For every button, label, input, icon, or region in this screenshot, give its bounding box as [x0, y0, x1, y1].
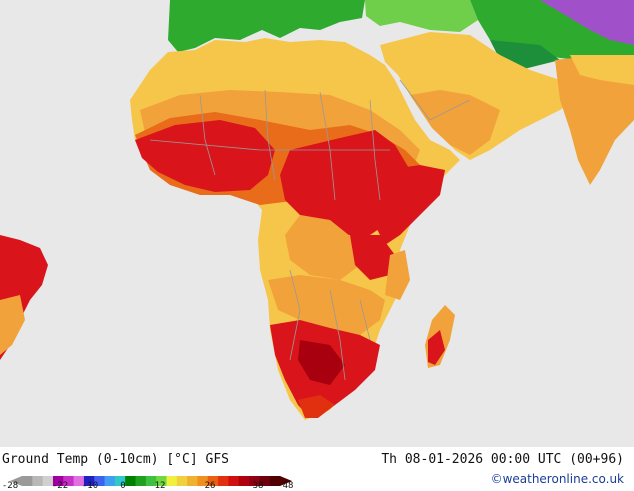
color-scale-bar [10, 476, 292, 486]
color-scale-tick: -28 [1, 481, 19, 491]
map-footer: Ground Temp (0-10cm) [°C] GFS Th 08-01-2… [0, 447, 634, 491]
color-scale-tick: 12 [154, 481, 166, 491]
forecast-datetime: Th 08-01-2026 00:00 UTC (00+96) [381, 452, 624, 467]
color-scale-swatch [197, 476, 209, 486]
color-scale-swatch [238, 476, 250, 486]
madagascar-hot [428, 330, 445, 365]
color-scale-swatch [63, 476, 75, 486]
color-scale-swatch [73, 476, 85, 486]
arabia-warm [410, 90, 500, 155]
color-scale-swatch [166, 476, 178, 486]
color-scale-swatch [259, 476, 271, 486]
color-scale-swatch [22, 476, 33, 486]
color-scale-left-arrow [10, 476, 22, 486]
color-scale-swatch [114, 476, 126, 486]
color-scale-swatch [125, 476, 137, 486]
southern-africa-orange [268, 275, 385, 335]
central-asia-cold [540, 0, 634, 45]
color-scale-tick: 38 [252, 481, 264, 491]
color-scale-swatch [218, 476, 229, 486]
color-scale-swatch [52, 476, 64, 486]
europe-land [168, 0, 365, 52]
color-scale-swatch [156, 476, 167, 486]
india-land [555, 55, 634, 185]
turkey-land [365, 0, 478, 32]
color-scale-swatch [104, 476, 116, 486]
color-scale-right-arrow [280, 476, 292, 486]
map-canvas [0, 0, 634, 420]
cape-red [298, 395, 335, 418]
arabia-land [380, 32, 580, 160]
color-scale-tick: -22 [51, 481, 69, 491]
color-scale-swatch [187, 476, 198, 486]
color-scale-swatch [249, 476, 260, 486]
weather-map [0, 0, 634, 447]
color-scale-swatch [207, 476, 219, 486]
color-scale-tick: 48 [282, 481, 294, 491]
color-scale-swatch [269, 476, 281, 486]
color-scale-swatch [135, 476, 147, 486]
color-scale-swatch [145, 476, 157, 486]
west-africa-red [135, 120, 275, 192]
color-scale-swatch [32, 476, 44, 486]
map-title: Ground Temp (0-10cm) [°C] GFS [2, 452, 229, 467]
east-coast-orange [385, 250, 410, 300]
credit-link[interactable]: ©weatheronline.co.uk [490, 472, 624, 486]
color-scale: -28 -22 -10 0 12 26 38 48 [2, 471, 294, 491]
color-scale-swatch [176, 476, 188, 486]
india-north [570, 55, 634, 85]
great-lakes-red [350, 235, 395, 280]
central-red [280, 130, 410, 235]
country-borders [149, 79, 471, 381]
central-orange [285, 215, 360, 280]
color-scale-tick: 26 [204, 481, 216, 491]
south-america-orange [0, 295, 25, 355]
color-scale-tick: 0 [120, 481, 126, 491]
color-scale-tick: -10 [81, 481, 99, 491]
color-scale-swatch [83, 476, 95, 486]
color-scale-swatch [42, 476, 54, 486]
color-scale-swatch [94, 476, 106, 486]
kalahari-darkred [298, 340, 345, 385]
color-scale-swatch [228, 476, 240, 486]
east-africa-red [375, 165, 445, 245]
